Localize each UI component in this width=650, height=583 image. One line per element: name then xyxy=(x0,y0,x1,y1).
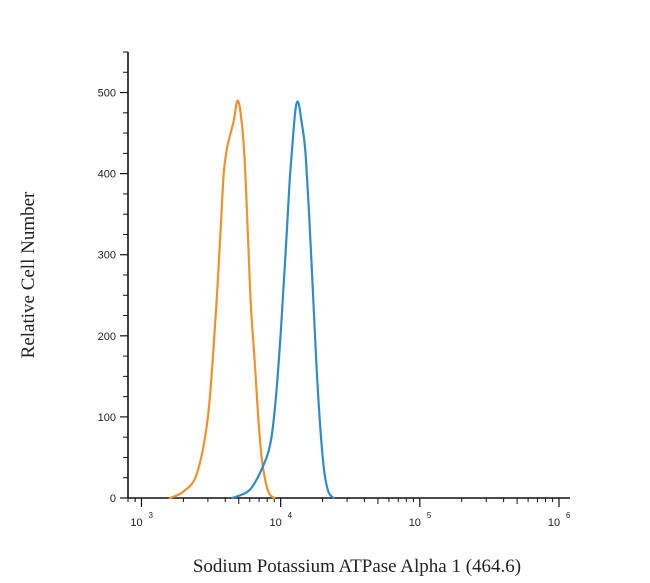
x-axis-title: Sodium Potassium ATPase Alpha 1 (464.6) xyxy=(193,556,521,577)
axes: 0 100 200 300 400 500 10 3 10 4 10 5 10 6 xyxy=(98,51,571,529)
x-tick-label: 10 xyxy=(270,517,282,529)
series-line-0 xyxy=(168,99,276,500)
series-line-1 xyxy=(231,100,335,500)
x-tick-exponent: 4 xyxy=(288,511,293,520)
x-tick-exponent: 6 xyxy=(566,511,571,520)
series-layer xyxy=(168,99,335,500)
y-tick-label: 100 xyxy=(98,412,116,424)
x-tick-label: 10 xyxy=(548,517,560,529)
y-tick-label: 0 xyxy=(110,493,116,505)
x-tick-label: 10 xyxy=(130,517,142,529)
x-tick-label: 10 xyxy=(409,517,421,529)
y-tick-label: 500 xyxy=(98,88,116,100)
x-tick-exponent: 3 xyxy=(148,511,153,520)
x-tick-exponent: 5 xyxy=(427,511,432,520)
y-tick-label: 400 xyxy=(98,169,116,181)
y-tick-label: 200 xyxy=(98,331,116,343)
y-axis-title: Relative Cell Number xyxy=(18,191,39,358)
y-tick-label: 300 xyxy=(98,250,116,262)
